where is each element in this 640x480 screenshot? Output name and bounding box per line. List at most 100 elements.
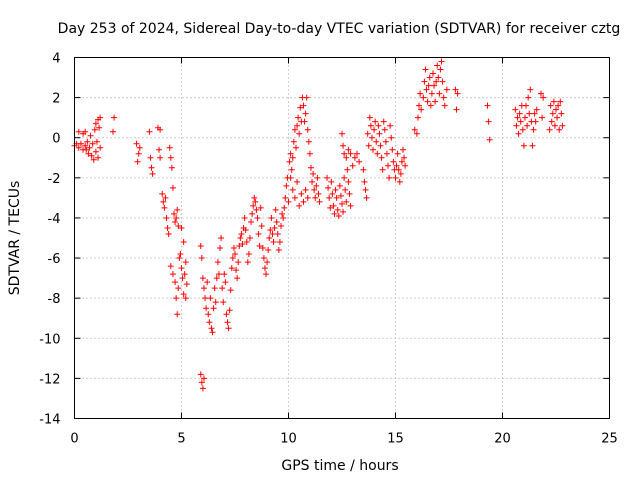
data-point	[174, 311, 181, 318]
data-point	[296, 130, 303, 137]
data-point	[425, 82, 432, 89]
data-point	[281, 204, 288, 211]
data-point	[182, 295, 189, 302]
data-point	[248, 218, 255, 225]
data-point	[91, 126, 98, 133]
data-point	[530, 126, 537, 133]
data-point	[234, 275, 241, 282]
data-point	[548, 118, 555, 125]
y-tick-label: -14	[39, 413, 60, 428]
data-point	[304, 194, 311, 201]
data-point	[439, 78, 446, 85]
data-point	[174, 206, 181, 213]
data-point	[289, 154, 296, 161]
data-point	[266, 235, 273, 241]
x-tick-label: 20	[494, 432, 511, 447]
data-point	[437, 66, 444, 73]
data-point	[175, 222, 182, 229]
data-point	[157, 126, 164, 133]
data-point	[301, 118, 308, 125]
data-point	[336, 182, 343, 189]
data-point	[361, 178, 368, 185]
data-point	[300, 102, 307, 109]
data-point	[202, 295, 209, 302]
y-tick-label: 0	[52, 132, 60, 147]
data-point	[337, 192, 344, 199]
data-point	[82, 142, 89, 149]
data-point	[229, 255, 236, 262]
data-point	[513, 122, 520, 129]
data-point	[553, 106, 559, 113]
data-point	[345, 146, 352, 153]
data-point	[557, 98, 564, 105]
data-point	[540, 94, 547, 101]
data-point	[519, 126, 526, 133]
data-point	[278, 222, 285, 229]
data-point	[221, 271, 228, 278]
grid-layer	[74, 57, 610, 419]
data-point	[376, 130, 383, 137]
data-point	[291, 126, 298, 133]
data-point	[371, 126, 378, 133]
chart-title: Day 253 of 2024, Sidereal Day-to-day VTE…	[58, 21, 621, 37]
data-points-layer	[71, 58, 566, 392]
y-tick-label: -2	[48, 172, 61, 187]
ticks-layer: 0 5 10 15 20 25 -14 -12 -10 -8 -6 -4 -2 0 2 4	[39, 52, 618, 447]
data-point	[324, 174, 331, 181]
data-point	[538, 90, 545, 97]
y-tick-label: -6	[48, 252, 61, 267]
data-point	[283, 182, 290, 189]
data-point	[169, 271, 176, 278]
data-point	[232, 251, 238, 258]
data-point	[85, 150, 92, 157]
data-point	[287, 174, 294, 181]
data-point	[176, 255, 183, 262]
data-point	[135, 150, 142, 157]
data-point	[364, 130, 371, 137]
data-point	[252, 198, 259, 205]
data-point	[332, 186, 339, 193]
data-point	[147, 154, 154, 161]
data-point	[162, 194, 169, 201]
data-point	[327, 204, 334, 211]
data-point	[167, 154, 174, 161]
data-point	[161, 204, 168, 211]
data-point	[182, 259, 189, 266]
data-point	[214, 259, 221, 266]
data-point	[282, 194, 289, 201]
plot-frame	[74, 57, 610, 419]
data-point	[396, 178, 403, 185]
data-point	[294, 178, 301, 185]
data-point	[441, 102, 448, 109]
data-point	[110, 128, 117, 135]
data-point	[373, 138, 380, 145]
data-point	[276, 239, 283, 246]
data-point	[335, 212, 342, 219]
data-point	[366, 114, 373, 121]
data-point	[149, 170, 156, 177]
data-point	[171, 210, 178, 217]
data-point	[254, 214, 261, 221]
data-point	[341, 174, 348, 181]
data-point	[172, 279, 179, 286]
data-point	[200, 375, 207, 382]
data-point	[225, 325, 232, 332]
data-point	[93, 138, 100, 145]
data-point	[224, 319, 231, 326]
data-point	[258, 222, 265, 229]
data-point	[180, 239, 187, 246]
data-point	[92, 148, 99, 155]
data-point	[95, 154, 102, 161]
data-point	[88, 152, 95, 159]
data-point	[421, 78, 428, 85]
data-point	[524, 122, 531, 129]
data-point	[328, 178, 335, 185]
data-point	[356, 158, 363, 165]
data-point	[551, 122, 558, 129]
data-point	[333, 194, 340, 201]
data-point	[341, 150, 348, 157]
data-point	[236, 243, 243, 250]
data-point	[392, 174, 399, 181]
data-point	[452, 86, 459, 93]
